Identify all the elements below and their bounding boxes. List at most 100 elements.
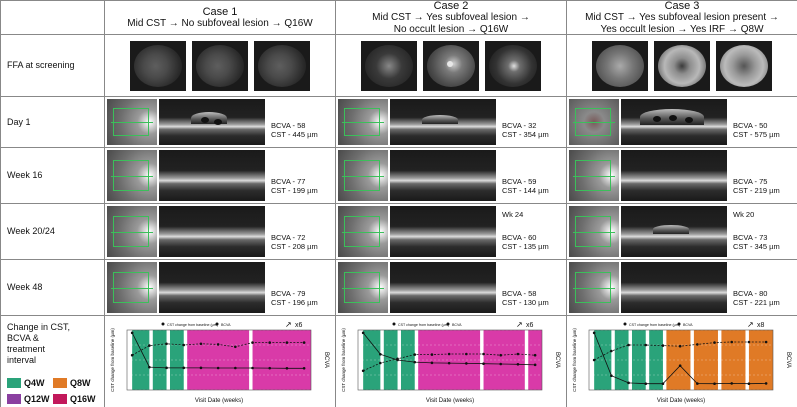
oct-scan bbox=[159, 99, 265, 145]
syringe-icon: ↗ bbox=[285, 320, 292, 329]
oct-scan bbox=[390, 150, 496, 201]
data-point-cst bbox=[764, 382, 768, 385]
row-label-week2024: Week 20/24 bbox=[1, 204, 105, 260]
data-point-cst bbox=[216, 366, 220, 370]
plot-frame bbox=[126, 329, 312, 391]
y2-axis-label: BCVA bbox=[554, 352, 560, 368]
oct-scan bbox=[159, 206, 265, 257]
data-point-bcva bbox=[661, 344, 665, 347]
fundus-image bbox=[338, 150, 388, 201]
oct-scan bbox=[621, 262, 727, 313]
legend-entry-bcva: BCVA bbox=[683, 323, 693, 327]
corner-cell bbox=[1, 1, 105, 35]
oct-case-1-week16: BCVA - 77 CST - 199 µm bbox=[105, 148, 336, 204]
injection-count: x6 bbox=[526, 322, 534, 329]
data-point-bcva bbox=[696, 343, 699, 346]
oct-case-3-week2024: Wk 20 BCVA - 73 CST - 345 µm bbox=[567, 204, 797, 260]
trend-chart: CST change from baseline (µm) BCVA ↗ x6Visi… bbox=[341, 320, 560, 404]
chart-case-3: CST change from baseline (µm) BCVA ↗ x8 Visi… bbox=[567, 316, 797, 407]
cst-value: CST - 354 µm bbox=[502, 130, 549, 139]
bcva-value: BCVA - 77 bbox=[271, 177, 306, 186]
row-label-week16: Week 16 bbox=[1, 148, 105, 204]
oct-scan bbox=[621, 99, 727, 145]
data-point-cst bbox=[696, 382, 699, 385]
ffa-image bbox=[192, 40, 248, 91]
cst-value: CST - 135 µm bbox=[502, 242, 549, 251]
data-point-bcva bbox=[447, 352, 451, 356]
data-point-bcva bbox=[482, 352, 485, 356]
data-point-bcva bbox=[302, 341, 306, 344]
data-point-cst bbox=[413, 360, 417, 364]
y2-axis-label: BCVA bbox=[785, 352, 791, 368]
data-point-bcva bbox=[251, 341, 254, 344]
bcva-value: BCVA - 60 bbox=[502, 233, 537, 242]
ffa-case-3 bbox=[567, 35, 797, 97]
legend-dot-bcva bbox=[446, 322, 450, 326]
data-point-cst bbox=[482, 362, 485, 366]
data-point-cst bbox=[592, 331, 596, 335]
bcva-value: BCVA - 80 bbox=[733, 289, 768, 298]
bcva-value: BCVA - 58 bbox=[271, 121, 306, 130]
legend-dot-cst bbox=[161, 322, 165, 326]
case-pathway: Mid CST → Yes subfoveal lesion present → bbox=[585, 11, 779, 23]
ffa-image bbox=[254, 40, 310, 91]
data-point-cst bbox=[644, 382, 648, 386]
ffa-image bbox=[592, 40, 648, 91]
data-point-bcva bbox=[627, 343, 630, 347]
data-point-cst bbox=[447, 361, 451, 365]
y-axis-label: CST change from baseline (µm) bbox=[572, 328, 577, 392]
interval-band bbox=[252, 330, 311, 390]
row-label-line: BCVA & bbox=[7, 333, 39, 343]
data-point-bcva bbox=[199, 342, 203, 346]
legend-label-q12w: Q12W bbox=[24, 394, 50, 404]
data-point-cst bbox=[302, 366, 306, 370]
legend-swatch-q8w bbox=[53, 378, 67, 388]
cst-value: CST - 345 µm bbox=[733, 242, 780, 251]
bcva-value: BCVA - 79 bbox=[271, 289, 306, 298]
legend-dot-cst bbox=[623, 322, 627, 326]
fundus-image bbox=[338, 206, 388, 257]
data-point-bcva bbox=[713, 341, 716, 344]
data-point-cst bbox=[199, 366, 203, 370]
legend-label-q8w: Q8W bbox=[70, 378, 91, 388]
bcva-value: BCVA - 75 bbox=[733, 177, 768, 186]
case-pathway: No occult lesion → Q16W bbox=[393, 23, 509, 35]
cst-value: CST - 144 µm bbox=[502, 186, 549, 195]
syringe-icon: ↗ bbox=[747, 320, 754, 329]
cst-value: CST - 130 µm bbox=[502, 298, 549, 307]
oct-values: BCVA - 50 CST - 575 µm bbox=[733, 121, 780, 139]
interval-band bbox=[418, 330, 481, 390]
x-axis-label: Visit Date (weeks) bbox=[195, 398, 243, 404]
fundus-image bbox=[338, 262, 388, 313]
data-point-bcva bbox=[516, 352, 520, 356]
syringe-icon: ↗ bbox=[516, 320, 523, 329]
bcva-value: BCVA - 72 bbox=[271, 233, 306, 242]
cst-value: CST - 221 µm bbox=[733, 298, 780, 307]
data-point-cst bbox=[627, 381, 630, 385]
oct-values: BCVA - 73 CST - 345 µm bbox=[733, 233, 780, 251]
data-point-cst bbox=[268, 366, 272, 370]
case-pathway: Yes occult lesion → Yes IRF → Q8W bbox=[600, 23, 764, 35]
oct-values: BCVA - 75 CST - 219 µm bbox=[733, 177, 780, 195]
oct-values: BCVA - 77 CST - 199 µm bbox=[271, 177, 318, 195]
oct-values: BCVA - 72 CST - 208 µm bbox=[271, 233, 318, 251]
data-point-bcva bbox=[465, 352, 468, 356]
row-label-line: interval bbox=[7, 355, 37, 365]
legend-swatch-q4w bbox=[7, 378, 21, 388]
data-point-bcva bbox=[396, 357, 399, 361]
data-point-cst bbox=[130, 331, 134, 335]
oct-scan bbox=[159, 150, 265, 201]
bcva-value: BCVA - 73 bbox=[733, 233, 768, 242]
interval-band bbox=[187, 330, 250, 390]
bcva-value: BCVA - 58 bbox=[502, 289, 537, 298]
ffa-image bbox=[361, 40, 417, 91]
cst-value: CST - 196 µm bbox=[271, 298, 318, 307]
visit-week-label: Wk 24 bbox=[502, 210, 524, 219]
ffa-image bbox=[716, 40, 772, 91]
row-label-line: Change in CST, bbox=[7, 322, 71, 332]
data-point-bcva bbox=[165, 342, 168, 346]
fundus-image bbox=[569, 150, 619, 201]
injection-count: x6 bbox=[295, 322, 303, 329]
data-point-cst bbox=[182, 366, 186, 370]
data-point-cst bbox=[533, 363, 537, 367]
